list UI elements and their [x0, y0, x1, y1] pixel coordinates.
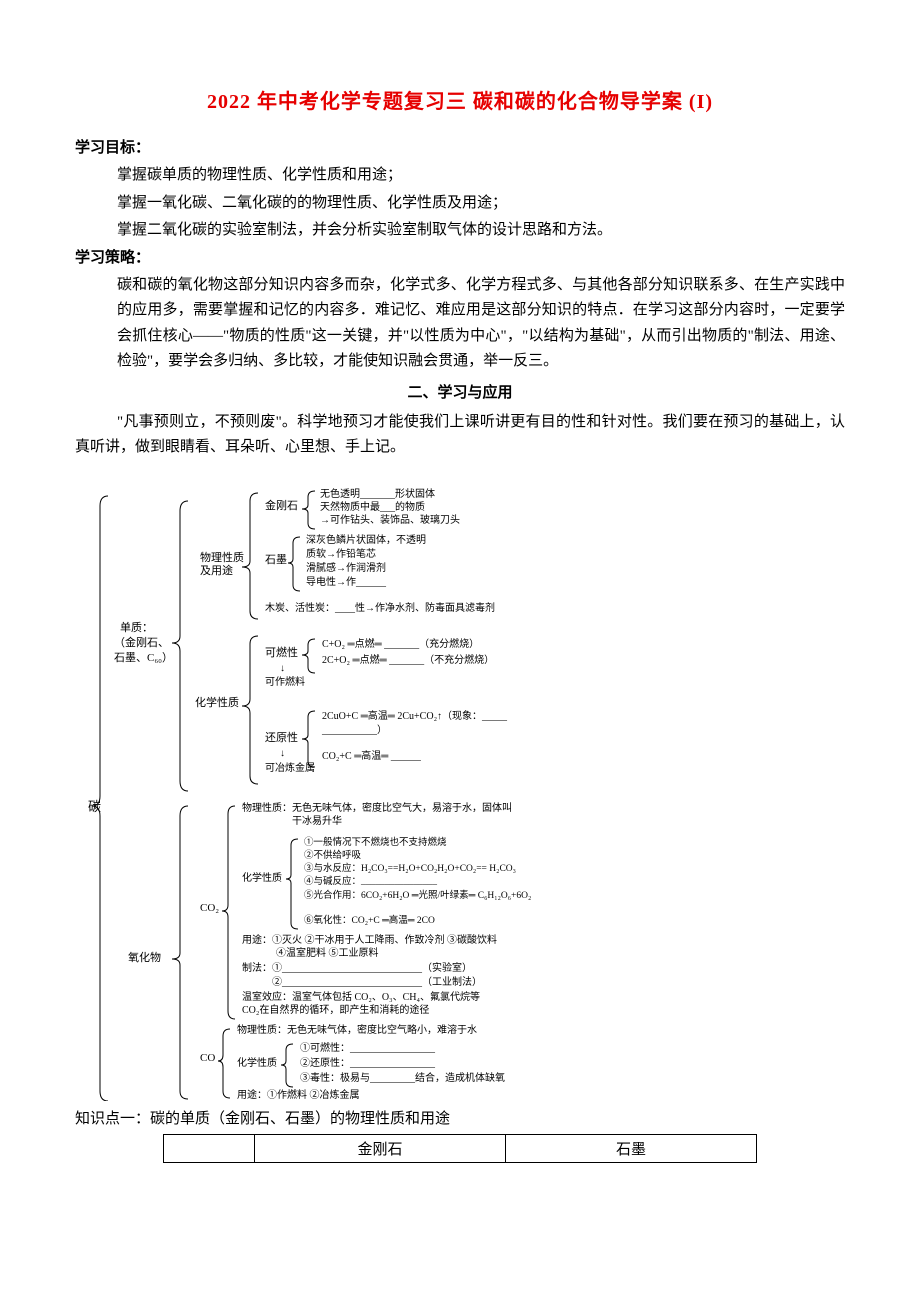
- svg-text:天然物质中最___的物质: 天然物质中最___的物质: [320, 500, 425, 513]
- property-table: 金刚石 石墨: [163, 1134, 757, 1163]
- wuli-label: 物理性质: [200, 550, 244, 564]
- strategy-text: 碳和碳的氧化物这部分知识内容多而杂，化学式多、化学方程式多、与其他各部分知识联系…: [117, 273, 845, 375]
- svg-text:⑥氧化性：CO₂+C ═高温═ 2CO: ⑥氧化性：CO₂+C ═高温═ 2CO: [304, 914, 435, 926]
- svg-text:CO₂+C ═高温═ ______: CO₂+C ═高温═ ______: [322, 749, 422, 762]
- svg-text:①可燃性：_________________: ①可燃性：_________________: [300, 1041, 436, 1054]
- shimo-label: 石墨: [265, 553, 287, 566]
- svg-text:↓: ↓: [280, 748, 285, 759]
- table-header: 石墨: [506, 1134, 757, 1162]
- svg-text:物理性质：无色无味气体，密度比空气略小，难溶于水: 物理性质：无色无味气体，密度比空气略小，难溶于水: [237, 1023, 477, 1036]
- svg-text:C+O₂ ═点燃═ _______（充分燃烧）: C+O₂ ═点燃═ _______（充分燃烧）: [322, 637, 479, 650]
- svg-text:用途：①灭火 ②干冰用于人工降雨、作致冷剂 ③碳酸饮料: 用途：①灭火 ②干冰用于人工降雨、作致冷剂 ③碳酸饮料: [242, 933, 497, 946]
- mutan-line: 木炭、活性炭：____性→作净水剂、防毒面具滤毒剂: [265, 601, 495, 614]
- svg-text:可作燃料: 可作燃料: [265, 675, 305, 688]
- svg-text:↓: ↓: [280, 663, 285, 674]
- svg-text:质软→作铅笔芯: 质软→作铅笔芯: [306, 547, 376, 560]
- goal-item: 掌握二氧化碳的实验室制法，并会分析实验室制取气体的设计思路和方法。: [75, 218, 845, 244]
- svg-text:→可作钻头、装饰品、玻璃刀头: →可作钻头、装饰品、玻璃刀头: [320, 513, 460, 526]
- svg-text:③毒性：极易与_________结合，造成机体缺氧: ③毒性：极易与_________结合，造成机体缺氧: [300, 1071, 505, 1084]
- svg-text:干冰易升华: 干冰易升华: [292, 814, 342, 827]
- svg-text:（金刚石、: （金刚石、: [114, 635, 169, 649]
- svg-text:导电性→作______: 导电性→作______: [306, 575, 387, 588]
- svg-text:CO₂在自然界的循环，即产生和消耗的途径: CO₂在自然界的循环，即产生和消耗的途径: [242, 1003, 429, 1016]
- svg-text:④与碱反应：________________: ④与碱反应：________________: [304, 875, 437, 887]
- svg-text:2CuO+C ═高温═ 2Cu+CO₂↑（现象：_____: 2CuO+C ═高温═ 2Cu+CO₂↑（现象：_____: [322, 709, 508, 722]
- svg-text:④温室肥料 ⑤工业原料: ④温室肥料 ⑤工业原料: [276, 946, 379, 959]
- huanyuanxing-label: 还原性: [265, 730, 298, 744]
- yanghuawu-label: 氧化物: [128, 950, 161, 964]
- svg-text:①一般情况下不燃烧也不支持燃烧: ①一般情况下不燃烧也不支持燃烧: [304, 836, 447, 848]
- svg-text:⑤光合作用：6CO₂+6H₂O ═光照/叶绿素═ C₆H₁₂: ⑤光合作用：6CO₂+6H₂O ═光照/叶绿素═ C₆H₁₂O₆+6O₂: [304, 889, 531, 901]
- keranxing-label: 可燃性: [265, 645, 298, 659]
- section2-title: 二、学习与应用: [75, 381, 845, 402]
- jingangshi-label: 金刚石: [265, 498, 298, 512]
- svg-text:石墨、C₆₀）: 石墨、C₆₀）: [114, 651, 173, 664]
- danzhi-label: 单质：: [120, 621, 153, 634]
- svg-text:深灰色鳞片状固体，不透明: 深灰色鳞片状固体，不透明: [306, 533, 426, 546]
- svg-text:②还原性：_________________: ②还原性：_________________: [300, 1056, 436, 1069]
- co2-label: CO₂: [200, 902, 219, 914]
- huaxue-label: 化学性质: [195, 695, 239, 709]
- svg-text:化学性质: 化学性质: [237, 1056, 277, 1069]
- intro-text: "凡事预则立，不预则废"。科学地预习才能使我们上课听讲更有目的性和针对性。我们要…: [75, 410, 845, 461]
- page-title: 2022 年中考化学专题复习三 碳和碳的化合物导学案 (I): [75, 85, 845, 114]
- svg-text:化学性质: 化学性质: [242, 871, 282, 884]
- table-header: 金刚石: [255, 1134, 506, 1162]
- goals-label: 学习目标：: [75, 136, 845, 157]
- concept-diagram: 碳 单质： （金刚石、 石墨、C₆₀） 物理性质 及用途 金刚石 无色透明___…: [75, 481, 845, 1101]
- svg-text:③与水反应：H₂CO₃==H₂O+CO₂H₂O+CO₂==: ③与水反应：H₂CO₃==H₂O+CO₂H₂O+CO₂== H₂CO₃: [304, 862, 516, 874]
- svg-text:②不供给呼吸: ②不供给呼吸: [304, 849, 362, 861]
- goal-item: 掌握一氧化碳、二氧化碳的的物理性质、化学性质及用途；: [75, 191, 845, 217]
- svg-text:制法：①__________________________: 制法：①____________________________（实验室）: [242, 961, 472, 974]
- svg-text:及用途: 及用途: [200, 563, 233, 577]
- svg-text:温室效应：温室气体包括 CO₂、O₃、CH₄、氟氯代烷等: 温室效应：温室气体包括 CO₂、O₃、CH₄、氟氯代烷等: [242, 990, 480, 1003]
- kp1-label: 知识点一：碳的单质（金刚石、石墨）的物理性质和用途: [75, 1107, 845, 1128]
- svg-text:用途：①作燃料 ②冶炼金属: 用途：①作燃料 ②冶炼金属: [237, 1088, 360, 1101]
- svg-text:2C+O₂ ═点燃═ _______（不充分燃烧）: 2C+O₂ ═点燃═ _______（不充分燃烧）: [322, 653, 494, 666]
- svg-text:滑腻感→作润滑剂: 滑腻感→作润滑剂: [306, 561, 386, 574]
- svg-text:___________）: ___________）: [321, 724, 387, 736]
- svg-text:可冶炼金属: 可冶炼金属: [265, 761, 315, 774]
- goal-item: 掌握碳单质的物理性质、化学性质和用途；: [75, 163, 845, 189]
- strategy-label: 学习策略：: [75, 246, 845, 267]
- table-header: [164, 1134, 255, 1162]
- svg-text:无色透明_______形状固体: 无色透明_______形状固体: [320, 487, 435, 500]
- co-label: CO: [200, 1052, 215, 1064]
- svg-text:物理性质：无色无味气体，密度比空气大，易溶于水，固体叫: 物理性质：无色无味气体，密度比空气大，易溶于水，固体叫: [242, 801, 512, 814]
- svg-text:②____________________________（: ②____________________________（工业制法）: [242, 975, 482, 988]
